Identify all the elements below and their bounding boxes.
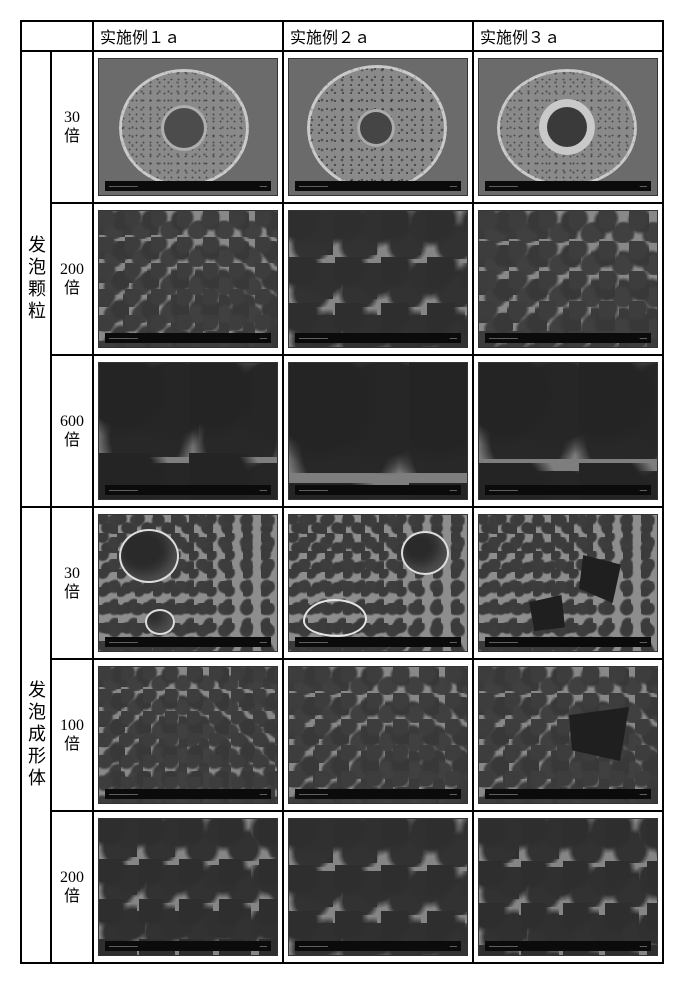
img-g1r1c1: —————————— (93, 51, 283, 203)
mag-g2r3: 200倍 (51, 811, 93, 963)
img-g1r3c2: —————————— (283, 355, 473, 507)
img-g2r1c3: —————————— (473, 507, 663, 659)
img-g1r3c3: —————————— (473, 355, 663, 507)
img-g2r3c2: —————————— (283, 811, 473, 963)
img-g2r2c2: —————————— (283, 659, 473, 811)
bar-text: ———————— (109, 183, 138, 190)
img-g1r2c2: —————————— (283, 203, 473, 355)
img-g1r3c1: —————————— (93, 355, 283, 507)
img-g2r3c1: —————————— (93, 811, 283, 963)
img-g2r1c1: —————————— (93, 507, 283, 659)
mag-g1r3: 600倍 (51, 355, 93, 507)
col-header-3: 实施例３ａ (473, 21, 663, 51)
figure-table: 实施例１ａ 实施例２ａ 实施例３ａ 发泡颗粒 30倍 —————————— ——… (20, 20, 664, 964)
img-g1r1c2: —————————— (283, 51, 473, 203)
img-g1r2c3: —————————— (473, 203, 663, 355)
img-g1r2c1: —————————— (93, 203, 283, 355)
mag-g2r1: 30倍 (51, 507, 93, 659)
mag-g1r1: 30倍 (51, 51, 93, 203)
col-header-2: 实施例２ａ (283, 21, 473, 51)
mag-g1r2: 200倍 (51, 203, 93, 355)
img-g2r3c3: —————————— (473, 811, 663, 963)
img-g1r1c3: —————————— (473, 51, 663, 203)
corner-cell (21, 21, 93, 51)
img-g2r1c2: —————————— (283, 507, 473, 659)
mag-g2r2: 100倍 (51, 659, 93, 811)
img-g2r2c3: —————————— (473, 659, 663, 811)
col-header-1: 实施例１ａ (93, 21, 283, 51)
group-label-2: 发泡成形体 (21, 507, 51, 963)
img-g2r2c1: —————————— (93, 659, 283, 811)
group-label-1: 发泡颗粒 (21, 51, 51, 507)
